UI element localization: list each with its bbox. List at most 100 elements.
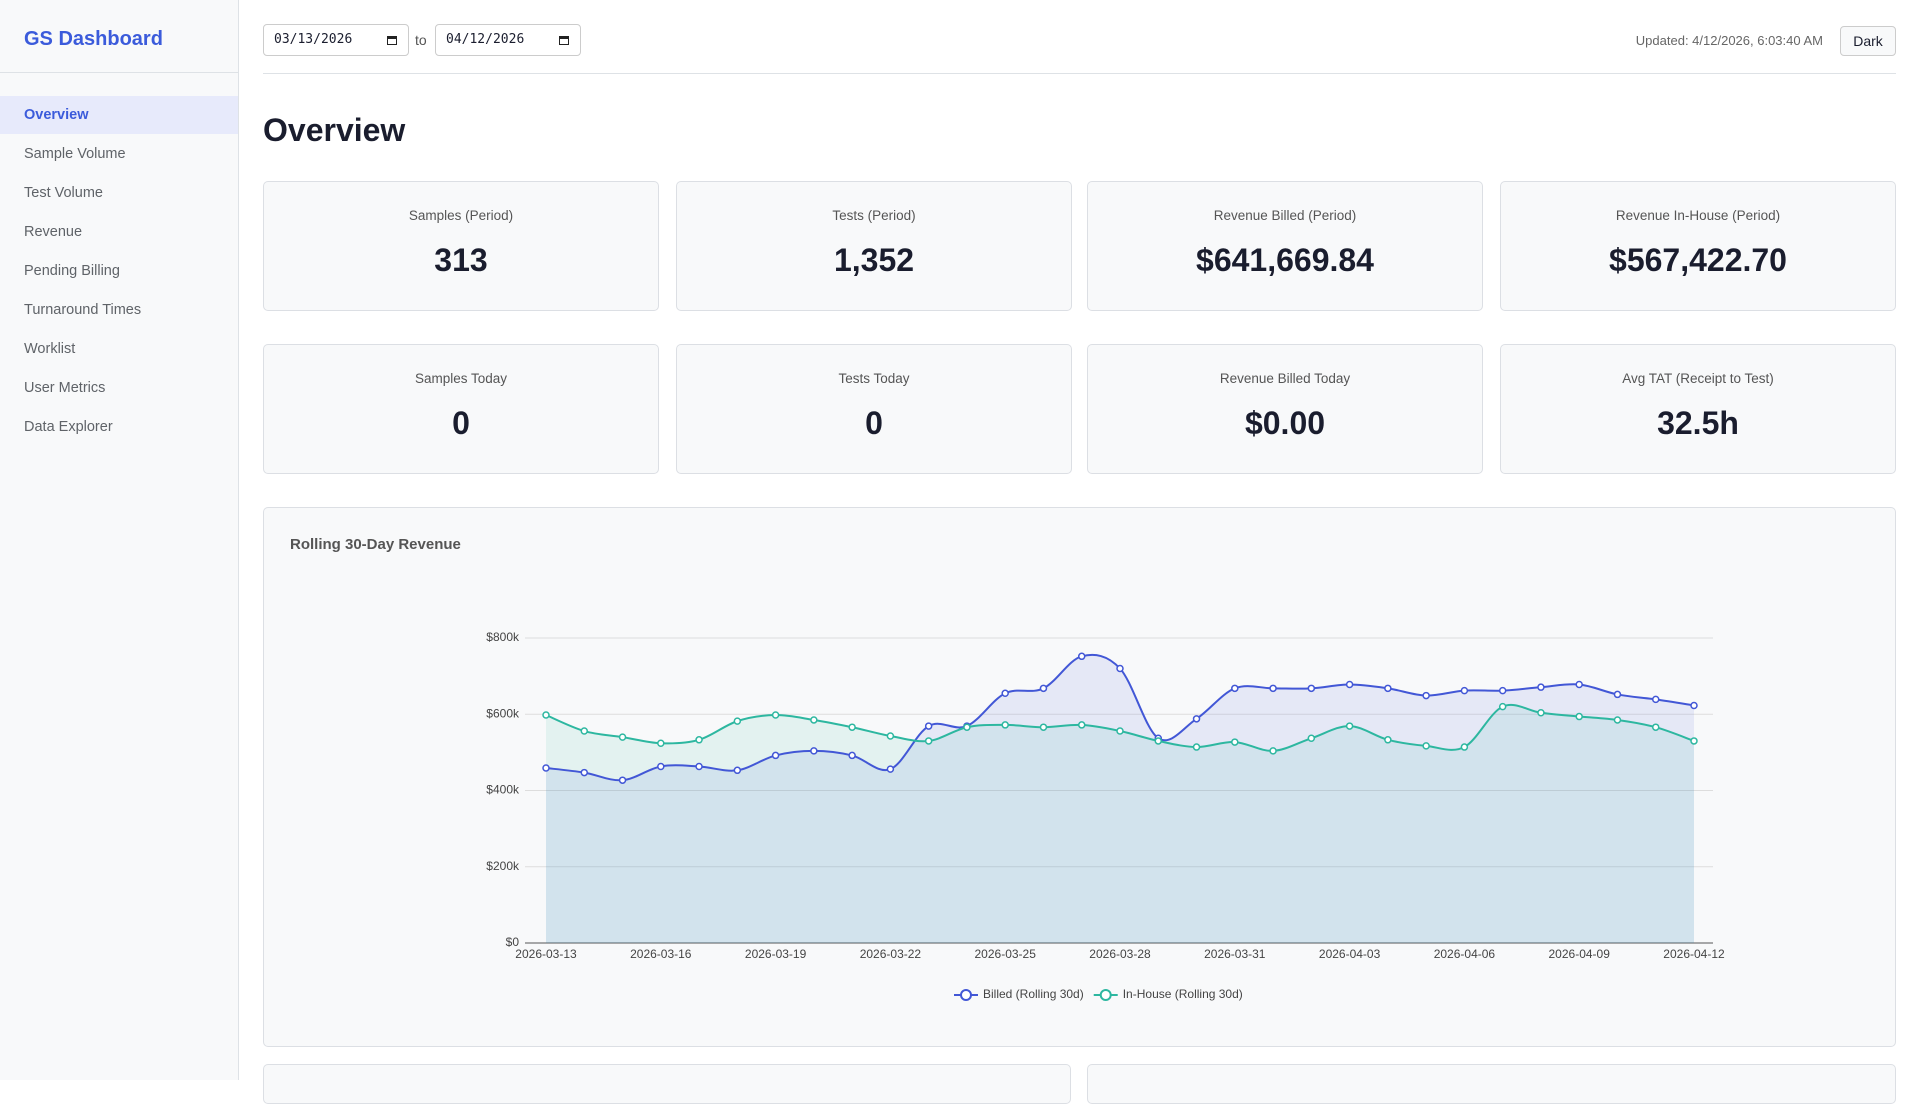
x-tick-label: 2026-04-09 xyxy=(1549,947,1611,961)
theme-button[interactable]: Dark xyxy=(1840,26,1896,56)
y-tick-label: $600k xyxy=(486,706,520,720)
y-tick-label: $0 xyxy=(506,935,520,949)
data-point xyxy=(1231,684,1239,693)
data-point xyxy=(1345,680,1354,689)
stat-card: Tests Today 0 xyxy=(676,344,1072,474)
data-point xyxy=(580,727,589,735)
nav-item[interactable]: Data Explorer xyxy=(24,419,113,435)
nav-item[interactable]: Turnaround Times xyxy=(24,302,142,318)
nav-item[interactable]: Worklist xyxy=(24,341,76,357)
stat-label: Revenue Billed (Period) xyxy=(1213,208,1357,223)
x-tick-label: 2026-03-19 xyxy=(745,947,807,961)
divider xyxy=(263,73,1896,74)
data-point xyxy=(657,739,665,747)
data-point xyxy=(1307,684,1316,693)
legend-label: In-House (Rolling 30d) xyxy=(1123,987,1243,1001)
data-point xyxy=(1077,721,1086,729)
end-date-input[interactable]: 04/12/2026 xyxy=(435,24,581,56)
legend-marker xyxy=(960,989,972,1001)
data-point xyxy=(848,751,856,760)
data-point xyxy=(1384,736,1392,744)
data-point xyxy=(810,747,818,755)
data-point xyxy=(1345,722,1354,730)
x-tick-label: 2026-03-28 xyxy=(1089,947,1151,961)
stat-value: $0.00 xyxy=(1244,405,1326,441)
data-point xyxy=(1613,716,1622,724)
data-point xyxy=(542,764,550,772)
data-point xyxy=(1690,737,1698,745)
data-point xyxy=(1116,664,1124,673)
series-area xyxy=(546,654,1694,943)
stat-label: Tests (Period) xyxy=(832,208,916,223)
nav-item[interactable]: Sample Volume xyxy=(24,146,126,162)
data-point xyxy=(1192,743,1201,751)
data-point xyxy=(580,768,589,777)
stat-label: Revenue In-House (Period) xyxy=(1615,208,1781,223)
data-point xyxy=(1498,702,1507,711)
stat-label: Revenue Billed Today xyxy=(1219,371,1351,386)
x-tick-label: 2026-03-25 xyxy=(975,947,1037,961)
y-tick-label: $200k xyxy=(486,859,520,873)
x-tick-label: 2026-03-31 xyxy=(1204,947,1266,961)
data-point xyxy=(1460,686,1469,695)
stat-label: Avg TAT (Receipt to Test) xyxy=(1622,371,1774,386)
stat-value: 0 xyxy=(865,405,883,441)
data-point xyxy=(771,751,780,760)
data-point xyxy=(963,723,971,731)
x-tick-label: 2026-04-06 xyxy=(1434,947,1496,961)
date-separator: to xyxy=(415,32,427,48)
data-point xyxy=(886,765,895,773)
data-point xyxy=(1231,738,1239,746)
calendar-icon xyxy=(559,36,569,45)
x-tick-label: 2026-03-13 xyxy=(515,947,577,961)
data-point xyxy=(924,737,933,745)
stat-label: Samples (Period) xyxy=(408,208,514,223)
y-tick-label: $800k xyxy=(486,630,520,644)
nav-item[interactable]: Overview xyxy=(0,96,238,134)
start-date-input[interactable]: 03/13/2026 xyxy=(263,24,409,56)
stat-value: 313 xyxy=(434,242,488,278)
stat-value: 32.5h xyxy=(1657,405,1739,441)
sidebar: GS Dashboard Overview Sample Volume Test V… xyxy=(0,0,239,1080)
data-point xyxy=(618,733,627,741)
x-tick-label: 2026-04-03 xyxy=(1319,947,1381,961)
data-point xyxy=(810,716,818,724)
chart-panel: Rolling 30-Day Revenue $0 $200k $400k $600k… xyxy=(263,507,1896,1047)
data-point xyxy=(1039,723,1048,731)
data-point xyxy=(1690,701,1698,710)
app-title: GS Dashboard xyxy=(24,28,163,50)
data-point xyxy=(1537,708,1545,717)
data-point xyxy=(1269,684,1277,693)
end-date: 04/12/2026 xyxy=(446,32,525,47)
data-point xyxy=(1651,723,1660,731)
stat-card: Avg TAT (Receipt to Test) 32.5h xyxy=(1500,344,1896,474)
nav-item[interactable]: Test Volume xyxy=(24,185,103,201)
data-point xyxy=(1001,721,1009,729)
data-point xyxy=(1307,734,1316,743)
data-point xyxy=(1001,689,1009,698)
stat-label: Samples Today xyxy=(414,371,508,386)
data-point xyxy=(924,722,933,730)
data-point xyxy=(657,762,665,771)
data-point xyxy=(1269,747,1277,755)
data-point xyxy=(1613,690,1622,699)
data-point xyxy=(1384,684,1392,693)
stat-value: 0 xyxy=(452,405,470,441)
nav-item[interactable]: Revenue xyxy=(24,224,83,240)
stat-card: Samples Today 0 xyxy=(263,344,659,474)
x-tick-label: 2026-04-12 xyxy=(1663,947,1725,961)
updated-time: Updated: 4/12/2026, 6:03:40 AM xyxy=(1635,33,1823,48)
series-area xyxy=(546,704,1694,943)
chart: Rolling 30-Day Revenue $0 $200k $400k $600k… xyxy=(290,536,1725,1001)
legend-marker xyxy=(1099,989,1112,1001)
data-point xyxy=(1575,712,1583,721)
data-point xyxy=(695,762,703,771)
stat-card: Revenue Billed Today $0.00 xyxy=(1087,344,1483,474)
data-point xyxy=(1422,691,1430,700)
data-point xyxy=(695,736,703,744)
stat-card: Revenue In-House (Period) $567,422.70 xyxy=(1500,181,1896,311)
data-point xyxy=(1154,737,1163,745)
nav-item[interactable]: User Metrics xyxy=(24,380,106,396)
nav-item[interactable]: Pending Billing xyxy=(24,263,120,279)
calendar-icon xyxy=(387,36,397,45)
